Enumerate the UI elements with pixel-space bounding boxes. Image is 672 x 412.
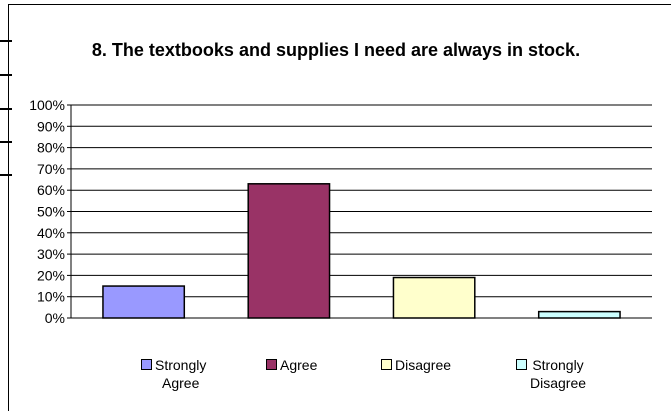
legend-swatch: [516, 359, 527, 370]
y-tick-label: 50%: [37, 204, 65, 220]
y-tick-label: 10%: [37, 289, 65, 305]
edge-mark: [0, 40, 12, 42]
edge-mark: [0, 174, 12, 176]
legend-item: Strongly Agree: [141, 356, 206, 392]
y-tick-label: 20%: [37, 267, 65, 283]
edge-mark: [0, 74, 12, 76]
edge-mark: [0, 108, 12, 110]
legend-swatch: [141, 359, 152, 370]
bar: [537, 310, 621, 319]
legend-label: Strongly Disagree: [530, 357, 587, 391]
legend: Strongly Agree Agree Disagree Strongly Disagr…: [0, 356, 672, 406]
bar: [102, 285, 186, 319]
y-tick-label: 70%: [37, 161, 65, 177]
y-tick-label: 30%: [37, 246, 65, 262]
y-tick-label: 60%: [37, 182, 65, 198]
y-tick-label: 40%: [37, 225, 65, 241]
chart-frame: [8, 4, 671, 411]
y-tick-label: 0%: [45, 310, 65, 326]
edge-mark: [0, 141, 12, 143]
chart-title: 8. The textbooks and supplies I need are…: [91, 40, 581, 60]
bar: [247, 183, 331, 319]
legend-swatch: [266, 359, 277, 370]
legend-label: Strongly Agree: [155, 357, 207, 391]
y-tick-label: 100%: [29, 97, 65, 113]
legend-item: Strongly Disagree: [516, 356, 586, 392]
legend-swatch: [381, 359, 392, 370]
y-tick-label: 80%: [37, 140, 65, 156]
legend-item: Agree: [266, 356, 317, 374]
legend-label: Disagree: [395, 357, 452, 373]
bar: [392, 276, 476, 319]
legend-item: Disagree: [381, 356, 451, 374]
y-tick-label: 90%: [37, 118, 65, 134]
legend-label: Agree: [280, 357, 318, 373]
